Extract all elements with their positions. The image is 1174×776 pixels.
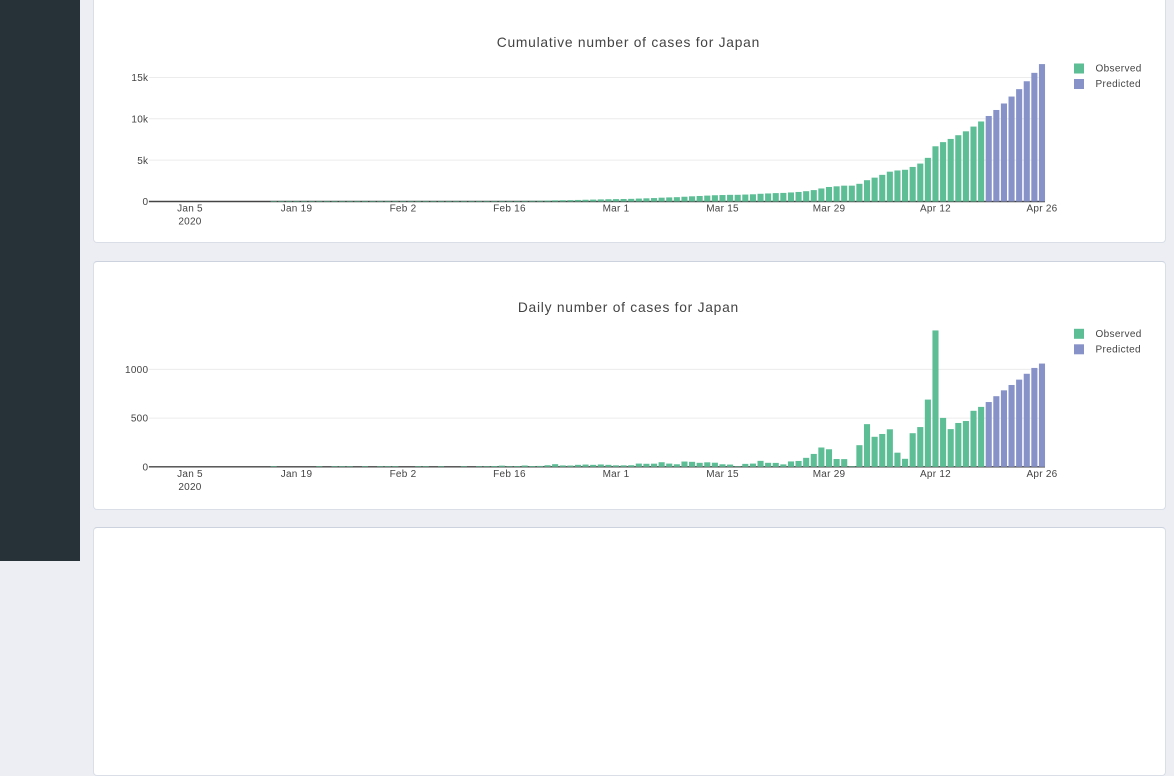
svg-text:5k: 5k <box>137 156 149 167</box>
svg-text:Mar 29: Mar 29 <box>813 469 846 480</box>
svg-text:Apr 12: Apr 12 <box>920 204 951 215</box>
svg-text:Predicted: Predicted <box>1096 344 1141 355</box>
svg-text:Feb 16: Feb 16 <box>493 469 526 480</box>
svg-text:Jan 19: Jan 19 <box>281 469 313 480</box>
svg-text:500: 500 <box>131 414 149 425</box>
svg-text:Mar 15: Mar 15 <box>706 469 739 480</box>
svg-text:Apr 26: Apr 26 <box>1027 469 1058 480</box>
svg-text:2020: 2020 <box>178 482 201 493</box>
svg-text:Observed: Observed <box>1096 64 1142 75</box>
svg-text:Apr 26: Apr 26 <box>1027 204 1058 215</box>
svg-text:1000: 1000 <box>125 365 148 376</box>
svg-text:0: 0 <box>142 462 148 473</box>
svg-text:Jan 5: Jan 5 <box>177 204 203 215</box>
svg-text:Daily number of cases for Japa: Daily number of cases for Japan <box>518 300 739 315</box>
svg-text:Cumulative number of cases for: Cumulative number of cases for Japan <box>497 35 760 50</box>
svg-text:Predicted: Predicted <box>1096 79 1141 90</box>
svg-text:Feb 2: Feb 2 <box>390 469 417 480</box>
svg-text:Mar 1: Mar 1 <box>603 204 630 215</box>
svg-text:15k: 15k <box>131 73 149 84</box>
svg-text:Mar 1: Mar 1 <box>603 469 630 480</box>
svg-text:0: 0 <box>142 197 148 208</box>
svg-text:Mar 29: Mar 29 <box>813 204 846 215</box>
svg-text:Feb 16: Feb 16 <box>493 204 526 215</box>
svg-text:Observed: Observed <box>1096 329 1142 340</box>
svg-text:10k: 10k <box>131 114 149 125</box>
svg-text:Mar 15: Mar 15 <box>706 204 739 215</box>
svg-text:Jan 19: Jan 19 <box>281 204 313 215</box>
svg-text:Apr 12: Apr 12 <box>920 469 951 480</box>
svg-text:Jan 5: Jan 5 <box>177 469 203 480</box>
svg-text:Feb 2: Feb 2 <box>390 204 417 215</box>
svg-text:2020: 2020 <box>178 217 201 228</box>
